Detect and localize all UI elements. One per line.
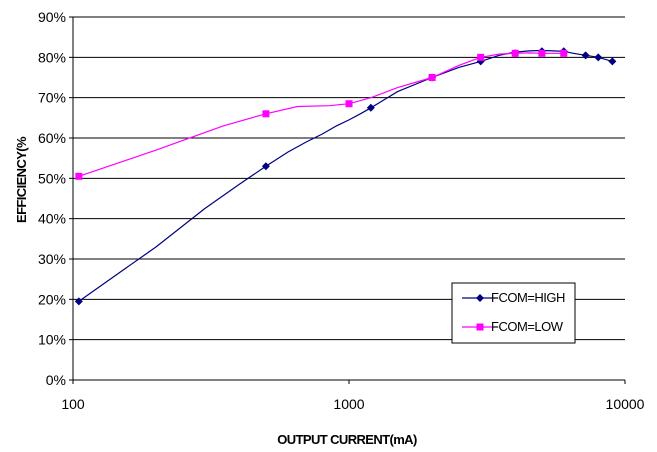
data-point-fcom-low [262,110,270,118]
series-fcom-low [75,49,568,180]
y-tick-labels: 0% 10% 20% 30% 40% 50% 60% 70% 80% 90% [38,9,66,388]
series-line-fcom-low [78,52,564,177]
x-tick-label: 1000 [333,396,364,412]
data-point-fcom-low [428,74,436,81]
legend-box [451,282,576,344]
data-point-fcom-low [345,100,353,108]
x-tick-labels: 100 1000 10000 [61,396,644,412]
data-point-fcom-high [594,53,603,62]
y-tick-label: 10% [38,332,66,348]
x-axis-title: OUTPUT CURRENT(mA) [277,432,417,447]
y-tick-label: 40% [38,211,66,227]
data-point-fcom-high [366,103,375,112]
gridlines [73,16,625,341]
data-point-fcom-low [538,49,546,57]
data-point-fcom-high [608,57,617,66]
axes [69,16,626,384]
y-tick-label: 70% [38,90,66,106]
y-tick-label: 30% [38,251,66,267]
data-point-fcom-low [477,53,485,61]
data-point-fcom-high [261,162,270,171]
y-tick-label: 20% [38,291,66,307]
data-point-fcom-low [75,172,83,180]
legend-label-fcom-high: FCOM=HIGH [491,290,565,305]
legend-marker-square [476,323,484,331]
data-point-fcom-low [511,49,519,57]
legend-marker-diamond [476,294,484,302]
data-point-fcom-low [560,49,568,57]
y-tick-label: 50% [38,170,66,186]
y-tick-label: 0% [46,372,66,388]
y-axis-title: EFFICIENCY(% [14,136,29,223]
y-tick-label: 60% [38,130,66,146]
data-point-fcom-high [74,297,83,306]
x-tick-label: 10000 [606,396,645,412]
legend-label-fcom-low: FCOM=LOW [491,319,564,334]
y-tick-label: 90% [38,9,66,25]
series-layer [74,47,617,306]
data-point-fcom-high [581,51,590,60]
y-tick-label: 80% [38,49,66,65]
x-tick-label: 100 [61,396,85,412]
legend: FCOM=HIGH FCOM=LOW [451,282,576,344]
